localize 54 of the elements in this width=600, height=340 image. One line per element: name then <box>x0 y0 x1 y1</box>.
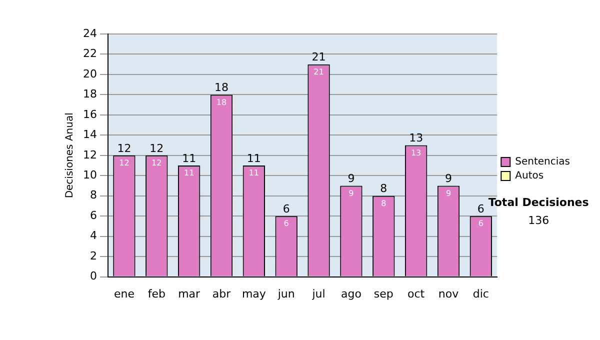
x-tick-label: feb <box>148 287 166 300</box>
data-label: 9 <box>446 188 452 198</box>
y-tick-label: 8 <box>90 188 97 202</box>
data-label: 21 <box>314 67 324 76</box>
annotation: 13 <box>409 132 424 145</box>
y-tick-label: 4 <box>90 229 97 242</box>
data-label: 6 <box>284 219 289 228</box>
y-tick-label: 2 <box>90 249 97 262</box>
y-tick-label: 22 <box>82 47 97 60</box>
y-tick-label: 18 <box>82 88 97 101</box>
y-tick-label: 12 <box>82 148 97 162</box>
x-tick-label: oct <box>408 287 426 300</box>
legend-label: Autos <box>515 170 544 182</box>
annotation: 6 <box>282 202 290 216</box>
y-tick-label: 24 <box>82 26 97 40</box>
annotation: Total Decisiones <box>488 196 590 209</box>
x-tick-label: jul <box>311 287 326 300</box>
x-tick-label: jun <box>276 287 295 300</box>
data-label: 11 <box>248 168 260 178</box>
y-tick-label: 20 <box>82 67 97 80</box>
y-tick-label: 16 <box>82 108 97 121</box>
data-label: 11 <box>184 168 194 178</box>
annotation: 18 <box>214 81 228 94</box>
annotation: 8 <box>380 182 388 196</box>
data-label: 12 <box>119 158 130 168</box>
data-label: 9 <box>348 188 354 198</box>
annotation: 9 <box>348 172 355 186</box>
x-tick-label: nov <box>438 287 460 300</box>
annotation: 12 <box>150 142 164 155</box>
data-label: 18 <box>216 98 227 107</box>
annotation: 6 <box>477 202 484 216</box>
data-label: 8 <box>381 198 386 208</box>
x-tick-label: sep <box>374 287 394 300</box>
x-tick-label: may <box>242 287 266 300</box>
x-tick-label: ago <box>340 287 362 300</box>
annotation: 11 <box>182 152 196 165</box>
annotation: 12 <box>117 142 132 155</box>
data-label: 6 <box>478 219 484 228</box>
data-label: 13 <box>410 148 422 158</box>
x-tick-label: mar <box>178 287 201 300</box>
y-tick-label: 6 <box>90 208 97 222</box>
annotation: 21 <box>312 50 326 64</box>
text: 136 <box>528 214 550 227</box>
x-tick-label: ene <box>114 287 135 300</box>
annotation: 11 <box>246 152 261 165</box>
annotation: 9 <box>444 172 452 186</box>
x-tick-label: abr <box>212 287 232 300</box>
y-tick-label: 14 <box>82 128 97 142</box>
y-axis-title: Decisiones Anual <box>64 112 76 198</box>
data-label: 12 <box>152 158 162 168</box>
y-tick-label: 10 <box>82 168 97 182</box>
y-tick-label: 0 <box>90 270 97 283</box>
legend-label: Sentencias <box>515 156 570 168</box>
x-tick-label: dic <box>472 287 489 300</box>
